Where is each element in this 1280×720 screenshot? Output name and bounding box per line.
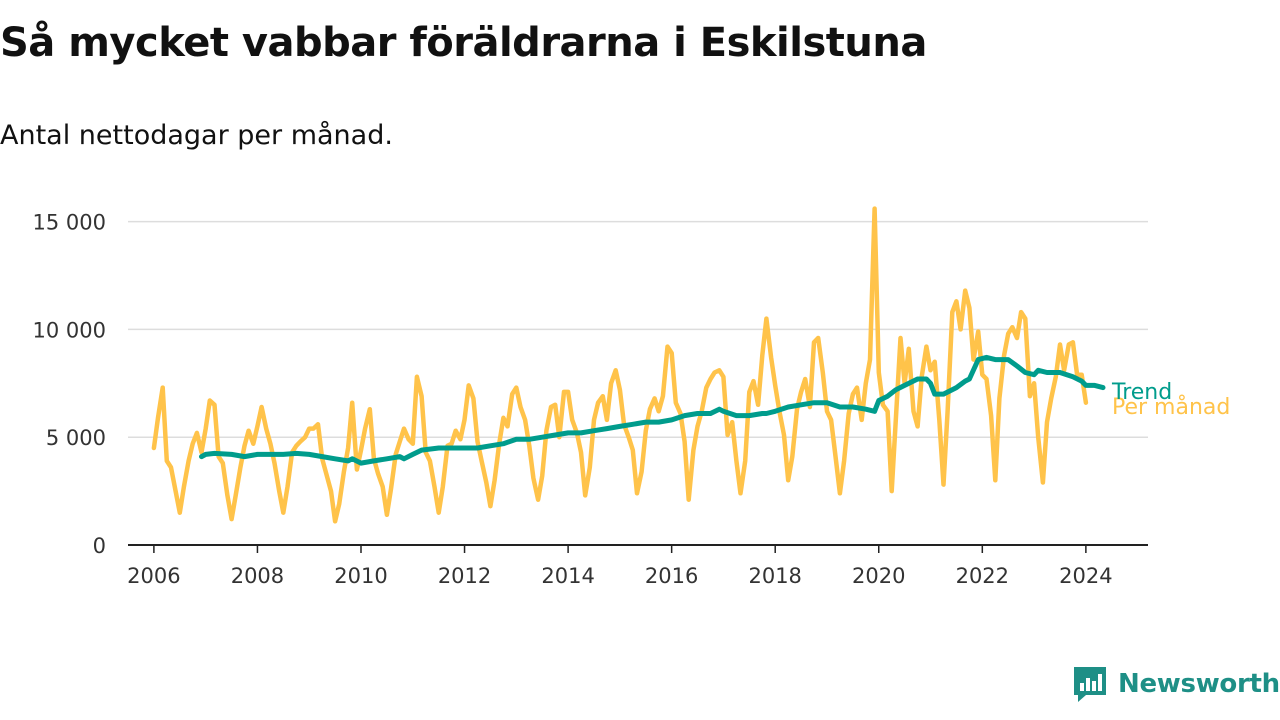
newsworthy-logo-icon (1074, 667, 1106, 702)
x-tick-label: 2010 (334, 564, 387, 588)
y-axis-ticks: 0 5 000 10 000 15 000 (33, 211, 106, 558)
series-line-monthly (151, 206, 1089, 524)
chart-subtitle: Antal nettodagar per månad. (0, 120, 393, 151)
x-tick-label: 2024 (1059, 564, 1112, 588)
x-tick-label: 2012 (438, 564, 491, 588)
chart-title: Så mycket vabbar föräldrarna i Eskilstun… (0, 20, 927, 66)
y-tick-label: 5 000 (46, 426, 106, 450)
x-tick-label: 2014 (541, 564, 594, 588)
y-tick-label: 15 000 (33, 211, 106, 235)
x-tick-label: 2022 (956, 564, 1009, 588)
x-tick-label: 2016 (645, 564, 698, 588)
series-label-trend: Trend (1111, 380, 1172, 405)
x-tick-label: 2008 (231, 564, 284, 588)
newsworthy-brand[interactable]: Newsworthy (1072, 664, 1280, 704)
gridlines (128, 220, 1148, 438)
x-tick-label: 2006 (127, 564, 180, 588)
series-line-trend (199, 354, 1106, 466)
x-axis: 2006 2008 2010 2012 2014 2016 2018 2020 2022 2024 (127, 544, 1148, 588)
y-tick-label: 10 000 (33, 318, 106, 342)
series-lines (151, 206, 1106, 524)
brand-name: Newsworthy (1118, 669, 1280, 699)
x-tick-label: 2018 (748, 564, 801, 588)
series-label-monthly: Per månad (1112, 394, 1230, 420)
y-tick-label: 0 (93, 534, 106, 558)
x-tick-label: 2020 (852, 564, 905, 588)
